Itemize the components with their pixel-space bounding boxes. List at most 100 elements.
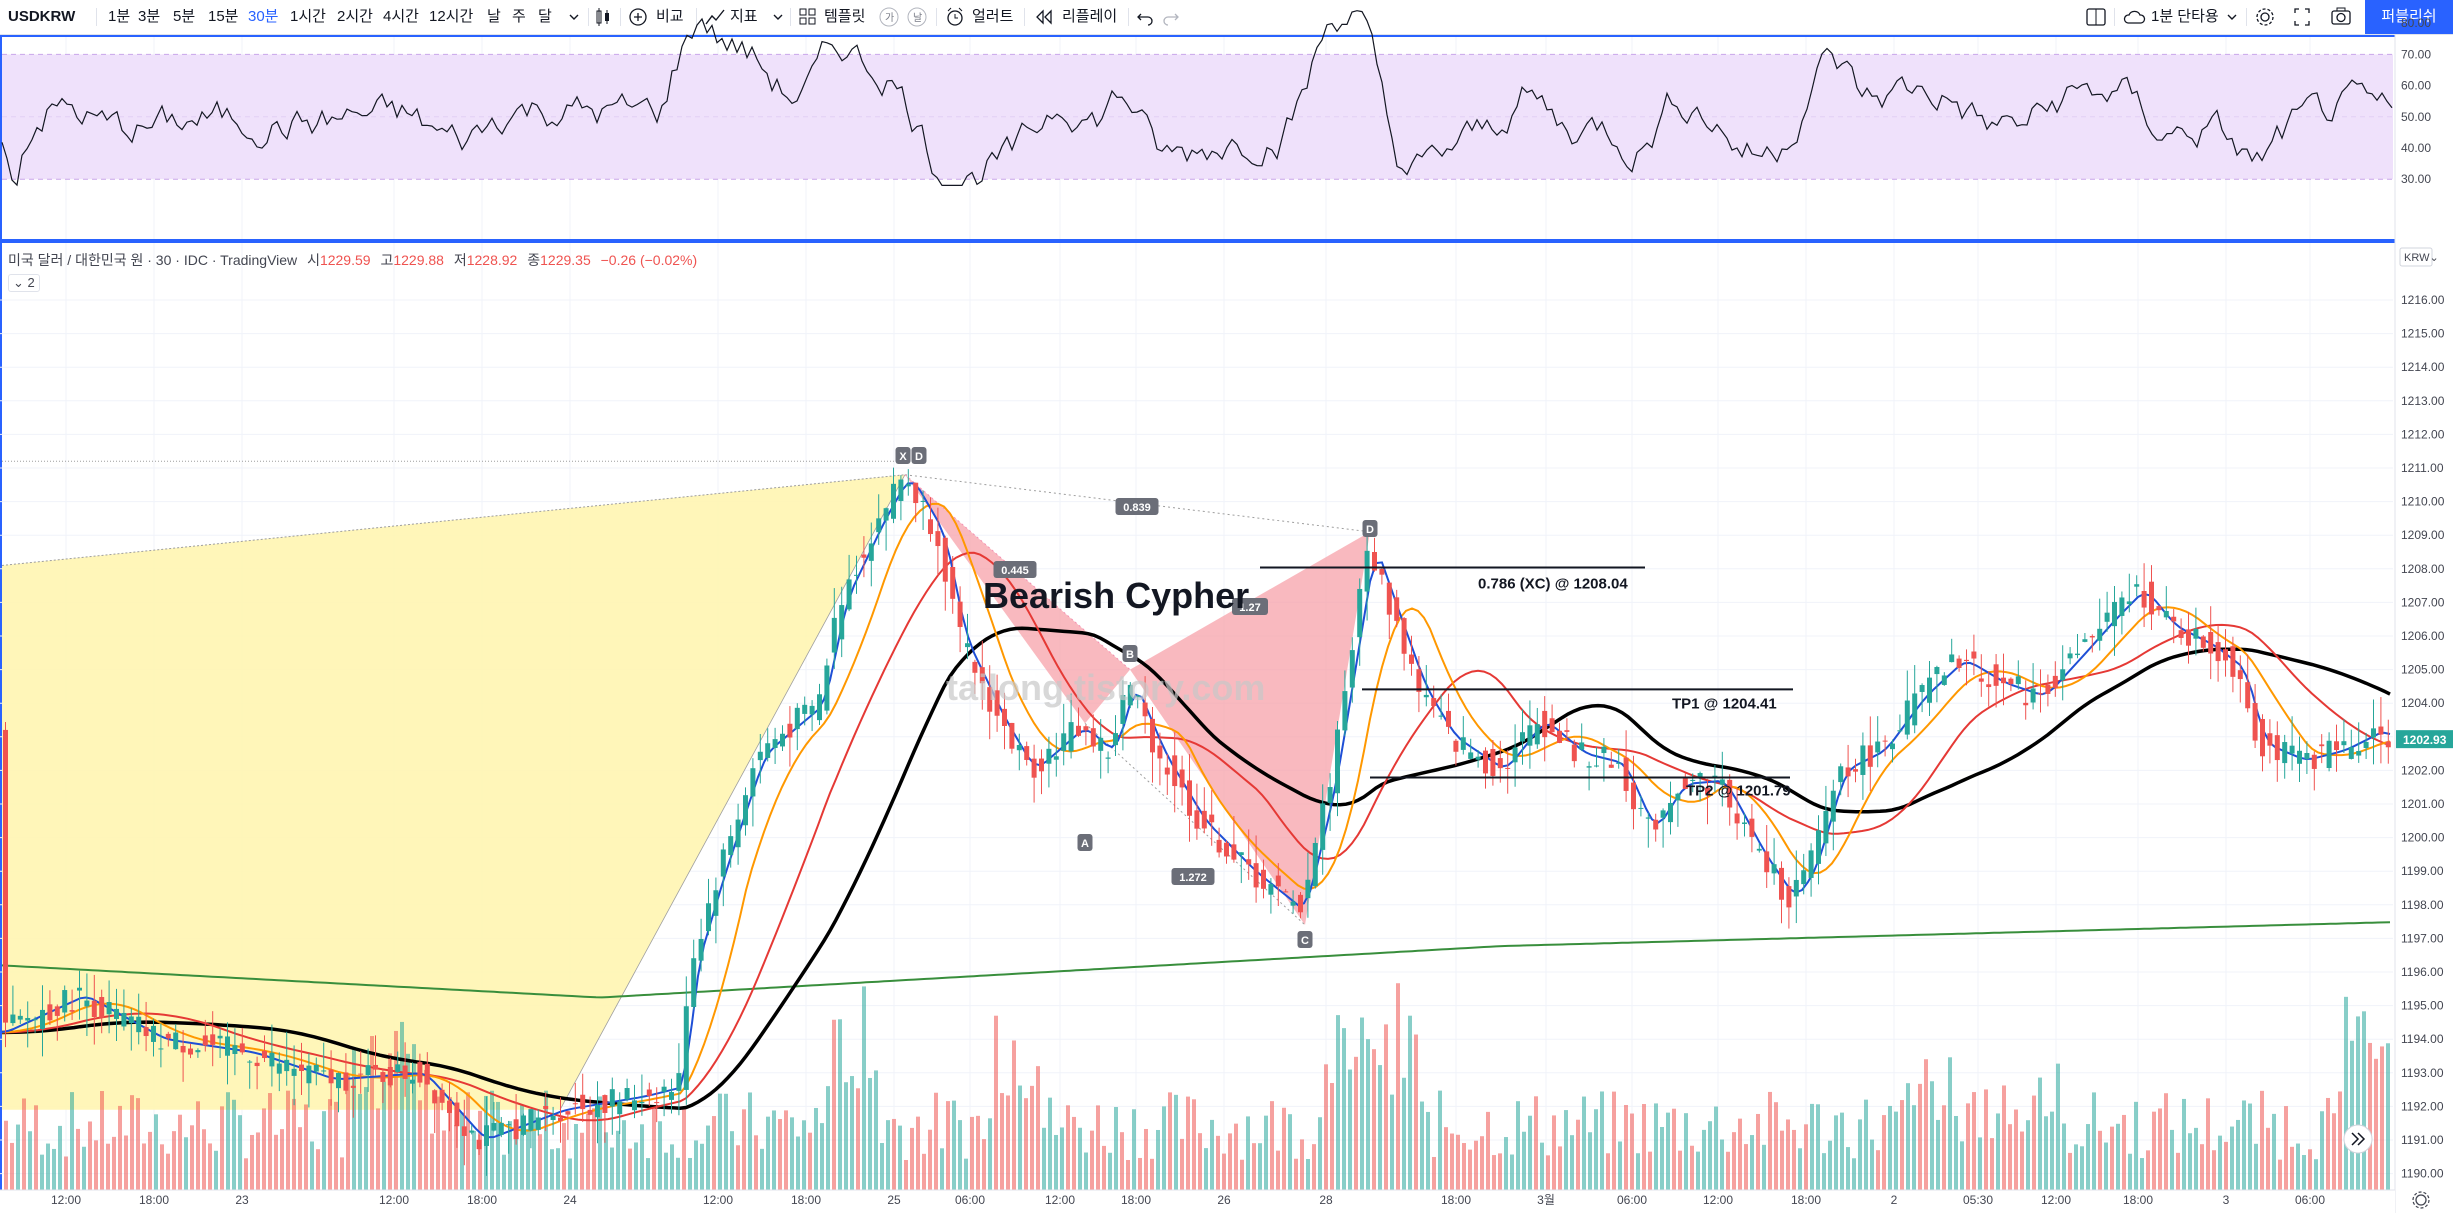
- interval-dropdown-icon[interactable]: [568, 0, 580, 34]
- candle-body: [54, 1006, 60, 1016]
- interval-5[interactable]: 1시간: [290, 8, 326, 25]
- rsi-pane[interactable]: [0, 35, 2395, 241]
- indicators-button[interactable]: 지표: [730, 8, 758, 25]
- volume-bar: [754, 1135, 758, 1190]
- volume-bar: [1492, 1155, 1496, 1190]
- undo-small-icon[interactable]: 가: [878, 0, 900, 34]
- scroll-to-realtime-button[interactable]: [2343, 1124, 2373, 1154]
- volume-bar: [1318, 1117, 1322, 1190]
- layout-name-button[interactable]: 1분 단타용: [2151, 8, 2219, 25]
- interval-3[interactable]: 15분: [208, 8, 239, 25]
- compare-button[interactable]: 비교: [656, 8, 684, 25]
- cloud-icon[interactable]: [2122, 0, 2146, 34]
- candles-icon[interactable]: [594, 0, 612, 34]
- volume-bar: [1432, 1156, 1436, 1190]
- time-axis-bg[interactable]: [0, 1190, 2395, 1213]
- volume-bar: [1792, 1129, 1796, 1190]
- gear-icon[interactable]: [2254, 0, 2276, 34]
- volume-bar: [910, 1127, 914, 1190]
- candle-body: [1453, 740, 1459, 752]
- candle-body: [158, 1048, 164, 1050]
- indicators-collapse-toggle[interactable]: ⌄ 2: [8, 274, 40, 292]
- publish-button[interactable]: 퍼블리쉬: [2365, 0, 2453, 34]
- candle-body: [2104, 612, 2110, 622]
- volume-bar: [2098, 1130, 2102, 1190]
- interval-0[interactable]: 1분: [108, 8, 131, 25]
- candle-body: [1357, 588, 1363, 638]
- candle-body: [654, 1102, 660, 1104]
- interval-10[interactable]: 주: [512, 8, 526, 25]
- point-d2-label: D: [1366, 524, 1374, 536]
- volume-bar: [1282, 1107, 1286, 1190]
- interval-11[interactable]: 달: [538, 8, 552, 25]
- volume-bar: [1330, 1083, 1334, 1190]
- undo-icon[interactable]: [1136, 0, 1154, 34]
- volume-bar: [340, 1157, 344, 1190]
- interval-6[interactable]: 2시간: [337, 8, 373, 25]
- volume-bar: [178, 1114, 182, 1190]
- svg-text:가: 가: [885, 12, 894, 24]
- scale-settings-gear-icon[interactable]: [2412, 1191, 2430, 1209]
- volume-bar: [1570, 1135, 1574, 1190]
- interval-7[interactable]: 4시간: [383, 8, 419, 25]
- volume-bar: [1582, 1096, 1586, 1190]
- interval-9[interactable]: 날: [487, 8, 501, 25]
- candle-body: [1002, 708, 1007, 726]
- candle-body: [217, 1035, 223, 1039]
- current-price-badge: [2396, 730, 2453, 749]
- symbol-search[interactable]: USDKRW: [8, 8, 76, 25]
- volume-bar: [184, 1137, 188, 1190]
- volume-bar: [1474, 1140, 1478, 1190]
- templates-icon[interactable]: [798, 0, 818, 34]
- interval-2[interactable]: 5분: [173, 8, 196, 25]
- candle-body: [1135, 695, 1141, 698]
- redo-icon[interactable]: [1162, 0, 1180, 34]
- candle-body: [380, 1072, 386, 1082]
- volume-bar: [1366, 1039, 1370, 1190]
- volume-bar: [1618, 1141, 1622, 1190]
- volume-bar: [1882, 1115, 1886, 1190]
- volume-bar: [214, 1150, 218, 1190]
- chevron-down-icon[interactable]: [2226, 0, 2238, 34]
- candle-body: [1919, 685, 1925, 692]
- candle-body: [624, 1088, 630, 1100]
- interval-8[interactable]: 12시간: [429, 8, 474, 25]
- volume-bar: [2362, 1011, 2366, 1190]
- fullscreen-icon[interactable]: [2292, 0, 2312, 34]
- interval-1[interactable]: 3분: [138, 8, 161, 25]
- candle-body: [143, 1027, 149, 1037]
- compare-icon[interactable]: [628, 0, 648, 34]
- time-axis-tick: 05:30: [1963, 1193, 1993, 1207]
- redo-small-icon[interactable]: 날: [906, 0, 928, 34]
- interval-4[interactable]: 30분: [248, 8, 279, 25]
- price-scale-bg[interactable]: [2395, 35, 2453, 1213]
- volume-bar: [934, 1092, 938, 1190]
- price-axis-tick: 1214.00: [2401, 360, 2445, 374]
- candle-body: [299, 1064, 304, 1071]
- indicators-icon[interactable]: [704, 0, 726, 34]
- replay-button[interactable]: 리플레이: [1062, 8, 1118, 25]
- price-axis-tick: 1204.00: [2401, 696, 2445, 710]
- volume-bar: [1036, 1066, 1040, 1190]
- replay-icon[interactable]: [1034, 0, 1054, 34]
- point-b-label-bg: [1122, 645, 1138, 662]
- candle-body: [905, 484, 911, 487]
- candle-body: [432, 1090, 438, 1104]
- volume-bar: [1768, 1091, 1772, 1190]
- candle-body: [543, 1105, 549, 1110]
- templates-button[interactable]: 템플릿: [824, 8, 866, 25]
- volume-bar: [208, 1143, 212, 1190]
- layout-panels-icon[interactable]: [2085, 0, 2107, 34]
- volume-bar: [346, 1075, 350, 1190]
- alarm-clock-icon[interactable]: [944, 0, 966, 34]
- legend-title[interactable]: 미국 달러 / 대한민국 원 · 30 · IDC · TradingView: [8, 252, 298, 268]
- currency-button-bg[interactable]: [2399, 247, 2433, 267]
- chevron-down-icon[interactable]: [772, 0, 784, 34]
- currency-button-label[interactable]: KRW⌄: [2404, 252, 2439, 264]
- volume-bar: [2260, 1090, 2264, 1190]
- alert-button[interactable]: 얼러트: [972, 8, 1014, 25]
- volume-bar: [652, 1108, 656, 1190]
- camera-icon[interactable]: [2330, 0, 2352, 34]
- candle-body: [809, 705, 815, 715]
